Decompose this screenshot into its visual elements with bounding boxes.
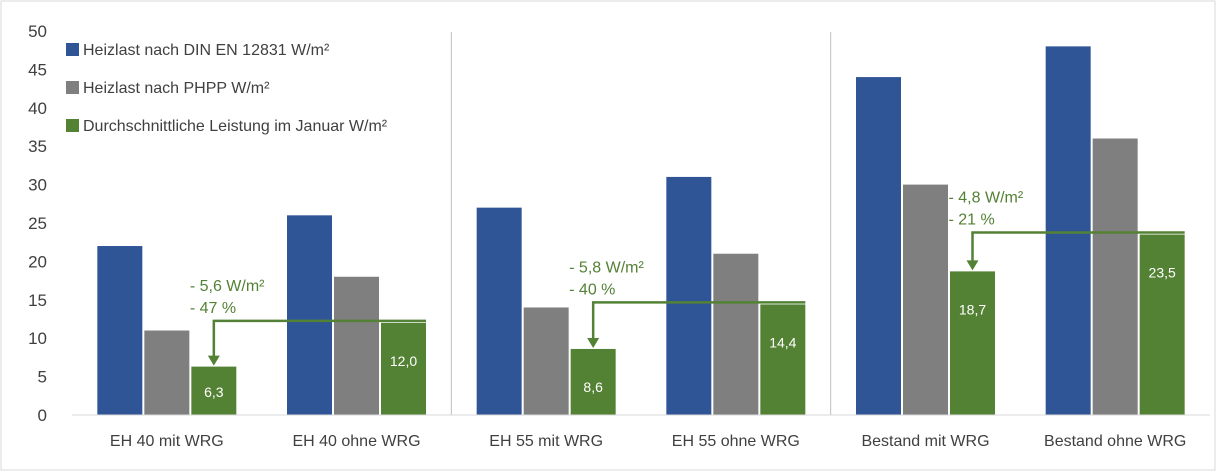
reduction-arrow-head <box>587 337 600 348</box>
data-label: 8,6 <box>583 379 603 395</box>
bars <box>97 46 1185 416</box>
bar <box>903 184 948 415</box>
bar <box>191 366 237 415</box>
y-tick-label: 35 <box>28 137 47 156</box>
bar <box>1139 234 1185 415</box>
bar <box>381 322 426 415</box>
data-label: 6,3 <box>204 384 224 400</box>
bar <box>856 77 901 415</box>
bar <box>97 246 143 415</box>
x-tick-label: EH 40 mit WRG <box>110 433 224 450</box>
legend: Heizlast nach DIN EN 12831 W/m² Heizlast … <box>66 42 388 135</box>
y-tick-label: 0 <box>38 406 47 425</box>
y-tick-label: 25 <box>28 214 47 233</box>
reduction-delta-label: - 5,8 W/m² <box>569 259 644 276</box>
reduction-arrow-head <box>207 355 220 366</box>
reduction-arrow-head <box>966 260 979 271</box>
reduction-arrow-line <box>591 301 806 340</box>
data-labels: 6,3 12,0 8,6 14,4 18,7 23,5 <box>204 265 1176 400</box>
y-tick-label: 40 <box>28 99 47 118</box>
y-tick-label: 30 <box>28 176 47 195</box>
x-tick-label: EH 55 mit WRG <box>489 433 603 450</box>
legend-label: Heizlast nach DIN EN 12831 W/m² <box>83 42 330 59</box>
x-axis-ticks: EH 40 mit WRG EH 40 ohne WRG EH 55 mit WRG… <box>110 433 1186 450</box>
bar <box>1045 46 1091 416</box>
y-tick-label: 5 <box>38 368 47 387</box>
bar <box>476 207 522 415</box>
reduction-percent-label: - 47 % <box>190 300 236 317</box>
reduction-delta-label: - 5,6 W/m² <box>190 278 265 295</box>
bar <box>1092 138 1138 415</box>
y-tick-label: 50 <box>28 22 47 41</box>
bar <box>523 307 569 415</box>
y-tick-label: 10 <box>28 329 47 348</box>
reduction-annotations: - 5,6 W/m² - 47 % - 5,8 W/m² - 40 % - 4,8 W/… <box>190 190 1185 366</box>
bar <box>760 304 806 415</box>
x-tick-label: EH 40 ohne WRG <box>292 433 420 450</box>
group-dividers <box>450 32 832 415</box>
data-label: 23,5 <box>1149 265 1176 281</box>
data-label: 14,4 <box>769 334 796 350</box>
bar <box>713 253 759 415</box>
legend-label: Heizlast nach PHPP W/m² <box>83 80 270 97</box>
bar <box>950 271 995 415</box>
legend-swatch <box>66 43 79 56</box>
y-tick-label: 20 <box>28 252 47 271</box>
bar <box>287 215 332 415</box>
bar <box>666 176 712 415</box>
bar <box>570 348 616 415</box>
reduction-percent-label: - 40 % <box>569 281 615 298</box>
reduction-arrow-line <box>971 231 1185 263</box>
y-tick-label: 45 <box>28 60 47 79</box>
legend-swatch <box>66 119 79 132</box>
x-tick-label: Bestand mit WRG <box>861 433 989 450</box>
bar <box>144 330 190 415</box>
legend-swatch <box>66 81 79 94</box>
reduction-percent-label: - 21 % <box>949 212 995 229</box>
data-label: 12,0 <box>390 353 417 369</box>
reduction-arrow-line <box>212 319 426 358</box>
y-axis-ticks: 0 5 10 15 20 25 30 35 40 45 50 <box>28 22 47 425</box>
data-label: 18,7 <box>959 301 986 317</box>
legend-label: Durchschnittliche Leistung im Januar W/m… <box>83 118 388 135</box>
x-tick-label: EH 55 ohne WRG <box>672 433 800 450</box>
y-tick-label: 15 <box>28 291 47 310</box>
reduction-delta-label: - 4,8 W/m² <box>949 190 1024 207</box>
x-tick-label: Bestand ohne WRG <box>1044 433 1186 450</box>
bar <box>334 276 379 415</box>
